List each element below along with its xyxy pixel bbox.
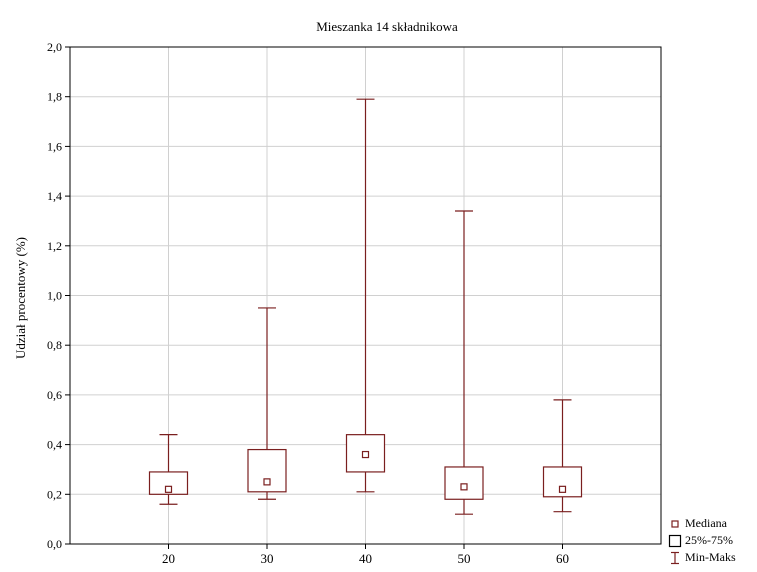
y-tick-label: 1,6 — [47, 139, 62, 153]
iqr-box — [247, 448, 287, 493]
y-tick-label: 0,6 — [47, 388, 62, 402]
y-tick-label: 1,4 — [47, 189, 62, 203]
iqr-box — [444, 466, 484, 500]
x-tick-label: 20 — [162, 551, 175, 566]
y-tick-label: 0,0 — [47, 537, 62, 551]
y-tick-label: 2,0 — [47, 40, 62, 54]
box-plot-30 — [247, 307, 287, 500]
box-marker-icon — [668, 534, 682, 548]
y-tick-label: 0,8 — [47, 338, 62, 352]
chart-title: Mieszanka 14 składnikowa — [316, 19, 458, 34]
legend-item-whisker: Min-Maks — [668, 549, 757, 566]
box-plot-20 — [148, 434, 189, 505]
median-point — [460, 483, 468, 491]
legend-item-box: 25%-75% — [668, 532, 757, 549]
box-plot-60 — [542, 399, 583, 513]
box-plot-50 — [444, 210, 484, 515]
y-axis-label: Udział procentowy (%) — [13, 237, 28, 359]
median-marker-icon — [668, 517, 682, 531]
median-point — [361, 450, 370, 459]
y-tick-label: 1,8 — [47, 90, 62, 104]
legend-item-median: Mediana — [668, 515, 757, 532]
median-point — [164, 485, 173, 493]
box-plot-40 — [345, 98, 386, 493]
tick-labels: 0,0 0,2 0,4 0,6 0,8 1,0 1,2 1,4 1,6 1,8 2,0 20 30 40 5… — [47, 40, 569, 566]
plot-frame — [69, 46, 662, 545]
x-tick-label: 30 — [261, 551, 274, 566]
median-point — [263, 478, 271, 486]
legend-label-box: 25%-75% — [685, 533, 733, 547]
axes — [65, 46, 662, 549]
x-tick-label: 50 — [458, 551, 471, 566]
y-tick-label: 0,2 — [47, 487, 62, 501]
plot-area — [148, 98, 583, 515]
y-tick-label: 1,0 — [47, 289, 62, 303]
whisker-marker-icon — [668, 551, 682, 565]
legend-label-median: Mediana — [685, 516, 727, 530]
iqr-box — [148, 471, 189, 495]
x-tick-label: 40 — [359, 551, 372, 566]
median-point — [558, 485, 567, 493]
y-tick-label: 0,4 — [47, 438, 62, 452]
y-tick-label: 1,2 — [47, 239, 62, 253]
x-tick-label: 60 — [556, 551, 569, 566]
legend-label-whisker: Min-Maks — [685, 550, 736, 564]
legend: Mediana 25%-75% Min-Maks — [668, 515, 757, 566]
